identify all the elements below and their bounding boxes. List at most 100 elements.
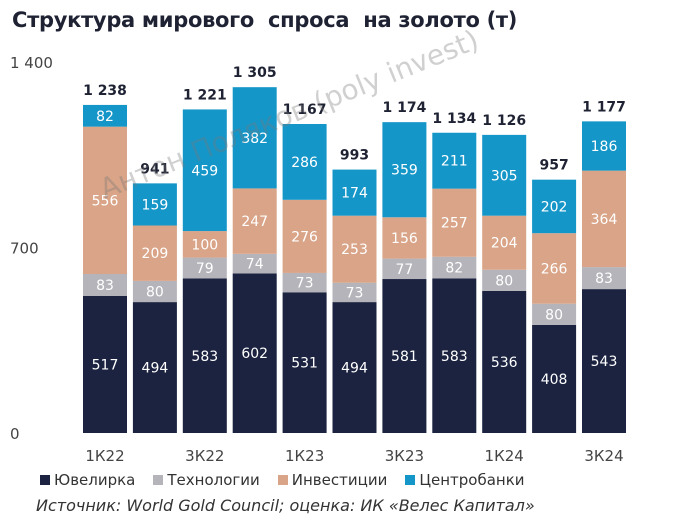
data-label: 583: [191, 349, 218, 365]
y-tick-label: 1 400: [10, 54, 53, 72]
bar-segment: [332, 282, 377, 303]
data-label: 459: [191, 163, 218, 179]
bar-segment: [432, 256, 477, 279]
data-label: 382: [241, 131, 268, 147]
data-label: 202: [541, 199, 568, 215]
total-label: 1 134: [432, 111, 476, 127]
data-label: 77: [395, 262, 413, 278]
bar-segment: [582, 121, 626, 171]
bar-segment: [382, 122, 427, 218]
x-tick-label: 1К23: [285, 447, 324, 465]
data-label: 80: [495, 273, 513, 289]
data-label: 247: [241, 214, 268, 230]
legend-item-investment: Инвестиции: [277, 471, 388, 489]
total-label: 957: [539, 158, 568, 174]
data-label: 531: [291, 356, 318, 372]
total-label: 1 174: [382, 100, 426, 116]
data-label: 100: [191, 237, 218, 253]
data-label: 583: [441, 349, 468, 365]
bar-segment: [282, 124, 327, 200]
data-label: 305: [491, 168, 518, 184]
total-label: 993: [340, 148, 369, 164]
data-label: 517: [92, 357, 119, 373]
bar-segment: [482, 269, 527, 291]
data-label: 536: [491, 355, 518, 371]
bar-segment: [332, 215, 377, 283]
bar-segment: [582, 170, 626, 268]
chart-title: Структура мирового спроса на золото (т): [12, 8, 518, 32]
y-tick-label: 700: [10, 240, 39, 258]
bar-segment: [432, 132, 477, 189]
total-label: 1 126: [482, 113, 526, 129]
legend-label: Инвестиции: [291, 471, 388, 489]
data-label: 209: [142, 246, 169, 262]
bar-segment: [332, 169, 377, 216]
data-label: 159: [142, 197, 169, 213]
total-label: 941: [140, 161, 169, 177]
bar-segment: [132, 225, 177, 281]
bar-segment: [432, 278, 477, 433]
total-label: 1 238: [83, 83, 127, 99]
bar-segment: [532, 303, 577, 325]
legend-item-central-banks: Центробанки: [405, 471, 525, 489]
data-label: 156: [391, 231, 418, 247]
x-tick-label: 3К23: [385, 447, 424, 465]
data-label: 408: [541, 372, 568, 388]
data-label: 80: [146, 284, 164, 300]
data-label: 276: [291, 229, 318, 245]
data-label: 602: [241, 346, 268, 362]
total-label: 1 167: [283, 102, 327, 118]
bar-segment: [332, 302, 377, 433]
bar-segment: [582, 267, 626, 290]
data-label: 359: [391, 163, 418, 179]
data-label: 266: [541, 261, 568, 277]
data-label: 74: [246, 257, 264, 273]
bar-segment: [132, 302, 177, 433]
data-label: 83: [595, 271, 613, 287]
data-label: 543: [591, 354, 618, 370]
bar-segment: [532, 324, 577, 433]
x-tick-label: 3К22: [185, 447, 224, 465]
bar-segment: [132, 183, 177, 226]
bar-segment: [582, 289, 626, 433]
source-note: Источник: World Gold Council; оценка: ИК…: [36, 496, 535, 515]
x-tick-label: 1К24: [485, 447, 524, 465]
data-label: 364: [591, 212, 618, 228]
data-label: 186: [591, 139, 618, 155]
bar-segment: [282, 292, 327, 433]
legend-label: Ювелирка: [54, 471, 136, 489]
total-label: 1 177: [582, 99, 626, 115]
data-label: 211: [441, 154, 468, 170]
legend: Ювелирка Технологии Инвестиции Центробан…: [40, 471, 525, 489]
bar-segment: [532, 233, 577, 304]
bar-segment: [382, 258, 427, 280]
bar-segment: [532, 179, 577, 234]
total-label: 1 305: [233, 65, 277, 81]
data-label: 82: [96, 109, 114, 125]
legend-swatch: [277, 475, 288, 485]
data-label: 79: [196, 261, 214, 277]
legend-label: Технологии: [167, 471, 260, 489]
data-label: 73: [296, 276, 314, 292]
data-label: 83: [96, 278, 114, 294]
bar-segment: [132, 280, 177, 303]
legend-label: Центробанки: [419, 471, 525, 489]
legend-swatch: [153, 475, 164, 485]
bar-segment: [432, 188, 477, 257]
bar-segment: [182, 231, 227, 258]
data-label: 253: [341, 242, 368, 258]
x-tick-label: 3К24: [584, 447, 623, 465]
bar-segment: [83, 126, 127, 274]
bar-segment: [232, 87, 277, 189]
legend-item-jewelry: Ювелирка: [40, 471, 135, 489]
data-label: 494: [341, 361, 368, 377]
bar-segment: [182, 278, 227, 433]
data-label: 80: [545, 307, 563, 323]
bar-segment: [83, 104, 127, 127]
bar-segment: [232, 273, 277, 433]
bar-segment: [83, 274, 127, 296]
bar-segment: [182, 109, 227, 232]
data-label: 556: [92, 193, 119, 209]
legend-item-technology: Технологии: [153, 471, 260, 489]
data-label: 174: [341, 186, 368, 202]
